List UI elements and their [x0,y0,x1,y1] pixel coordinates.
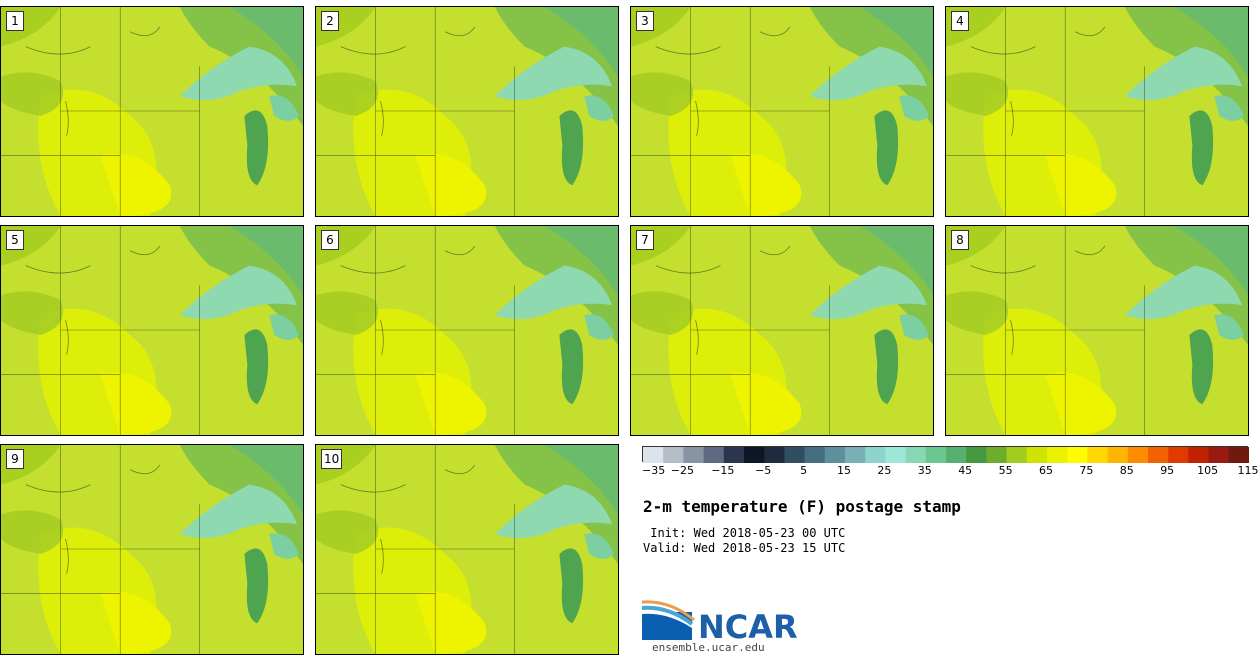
temperature-colorbar [642,446,1249,463]
temperature-map [946,226,1248,435]
colorbar-tick-label: 65 [1039,464,1053,477]
colorbar-segment [784,447,806,463]
temperature-map [631,7,933,216]
temperature-map [1,7,303,216]
member-number: 8 [951,230,969,250]
temperature-map [316,7,618,216]
colorbar-tick-label: 85 [1119,464,1134,477]
member-number: 1 [6,11,24,31]
temperature-map [316,445,618,654]
colorbar-segment [1168,447,1189,463]
colorbar-segment [1228,447,1249,463]
colorbar-ticks: −35 −25 −15 −5 5 15 25 35 45 55 65 75 85 95 105 115 [642,464,1259,484]
colorbar-tick-label: 105 [1197,464,1219,477]
ncar-logo-text: NCAR [698,608,798,646]
init-value: Wed 2018-05-23 00 UTC [693,526,846,540]
colorbar-segment [946,447,967,463]
colorbar-segment [845,447,866,463]
colorbar-segment [865,447,886,463]
member-number: 9 [6,449,24,469]
colorbar-tick-label: 45 [958,464,973,477]
init-label: Init: [643,526,687,540]
member-number: 3 [636,11,654,31]
colorbar-tick-label: −35 [642,464,666,477]
colorbar-segment [1208,447,1230,463]
colorbar-tick-label: −25 [670,464,694,477]
stamp-panel-4: 4 [945,6,1249,217]
colorbar-tick-label: −5 [755,464,772,477]
stamp-panel-9: 9 [0,444,304,655]
stamp-panel-3: 3 [630,6,934,217]
member-number: 5 [6,230,24,250]
valid-time: Valid: Wed 2018-05-23 15 UTC [643,541,845,555]
colorbar-segment [1188,447,1210,463]
site-url: ensemble.ucar.edu [652,641,765,654]
colorbar-tick-label: 15 [837,464,851,477]
valid-label: Valid: [643,541,687,555]
temperature-map [1,226,303,435]
colorbar-segment [723,447,745,463]
stamp-panel-2: 2 [315,6,619,217]
temperature-map [946,7,1248,216]
colorbar-segment [744,447,765,463]
colorbar-segment [1026,447,1048,463]
colorbar-segment [643,447,664,463]
stamp-panel-7: 7 [630,225,934,436]
colorbar-tick-label: 55 [998,464,1013,477]
valid-value: Wed 2018-05-23 15 UTC [693,541,846,555]
stamp-panel-5: 5 [0,225,304,436]
ncar-logo-icon [642,600,695,640]
member-number: 6 [321,230,339,250]
temperature-map [316,226,618,435]
colorbar-tick-label: 115 [1237,464,1259,477]
member-number: 10 [321,449,343,469]
temperature-map [631,226,933,435]
colorbar-segment [885,447,907,463]
stamp-panel-8: 8 [945,225,1249,436]
member-number: 4 [951,11,969,31]
stamp-panel-1: 1 [0,6,304,217]
colorbar-segment [1127,447,1149,463]
colorbar-segment [764,447,785,463]
colorbar-segment [986,447,1008,463]
colorbar-segment [905,447,927,463]
colorbar-tick-label: 35 [917,464,932,477]
colorbar-segment [1006,447,1028,463]
colorbar-tick-label: 5 [800,464,808,477]
stamp-panel-10: 10 [315,444,619,655]
colorbar-tick-label: 95 [1160,464,1175,477]
colorbar-segment [966,447,987,463]
colorbar-tick-label: 25 [877,464,892,477]
colorbar-segment [683,447,705,463]
colorbar-tick-label: −15 [711,464,735,477]
colorbar-segment [1148,447,1169,463]
colorbar-segment [703,447,725,463]
colorbar-segment [824,447,846,463]
colorbar-tick-label: 75 [1079,464,1094,477]
colorbar-segment [1067,447,1088,463]
colorbar-segment [663,447,684,463]
member-number: 2 [321,11,339,31]
colorbar-segment [925,447,947,463]
figure-title: 2-m temperature (F) postage stamp [643,497,961,516]
colorbar-segment [1107,447,1129,463]
member-number: 7 [636,230,654,250]
temperature-map [1,445,303,654]
colorbar-segment [804,447,826,463]
init-time: Init: Wed 2018-05-23 00 UTC [643,526,845,540]
stamp-panel-6: 6 [315,225,619,436]
colorbar-segment [1087,447,1109,463]
colorbar-segment [1047,447,1068,463]
